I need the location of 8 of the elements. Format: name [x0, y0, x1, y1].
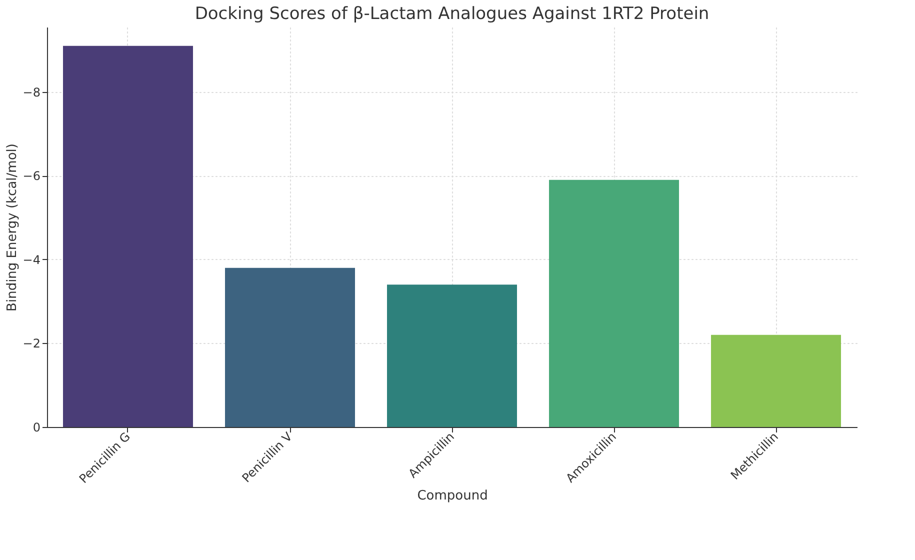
y-tick-label: −2	[22, 336, 40, 351]
y-tick-label: −8	[22, 85, 40, 100]
y-axis-title: Binding Energy (kcal/mol)	[4, 144, 20, 312]
x-axis-title: Compound	[417, 488, 488, 504]
y-tick-label: 0	[32, 420, 40, 434]
y-tick-label: −6	[22, 169, 40, 184]
chart-title: Docking Scores of β-Lactam Analogues Against 1RT2 Protein	[194, 4, 710, 24]
y-tick-label: −4	[22, 252, 40, 267]
